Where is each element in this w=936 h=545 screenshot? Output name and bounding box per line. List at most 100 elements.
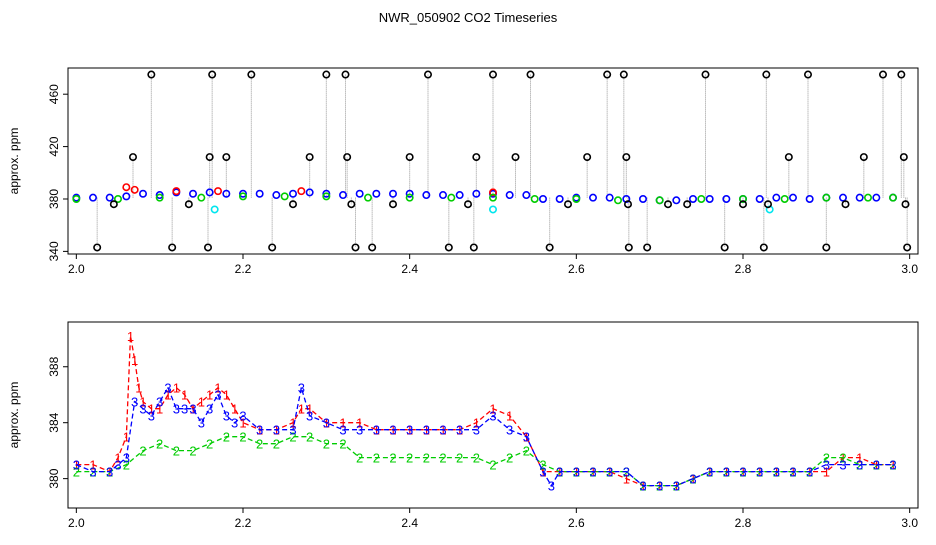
series-marker: 3 <box>489 409 496 424</box>
data-point <box>322 70 331 79</box>
series-marker: 3 <box>548 479 555 494</box>
data-point <box>888 193 897 202</box>
data-point <box>784 153 793 162</box>
top-marks <box>72 70 912 252</box>
series-marker: 3 <box>223 409 230 424</box>
x-tick-label: 2.6 <box>568 516 585 530</box>
data-point <box>447 193 456 202</box>
series-marker: 2 <box>539 458 546 473</box>
y-tick-label: 380 <box>47 189 61 209</box>
x-tick-label: 2.8 <box>735 516 752 530</box>
series-marker: 2 <box>456 451 463 466</box>
data-point <box>222 153 231 162</box>
series-marker: 2 <box>206 437 213 452</box>
series-marker: 3 <box>114 458 121 473</box>
series-marker: 3 <box>181 402 188 417</box>
data-point <box>444 243 453 252</box>
series-marker: 3 <box>539 465 546 480</box>
data-point <box>130 185 139 194</box>
x-tick-label: 2.4 <box>401 262 418 276</box>
series-marker: 3 <box>439 423 446 438</box>
series-marker: 3 <box>606 465 613 480</box>
series-marker: 3 <box>473 423 480 438</box>
data-point <box>780 194 789 203</box>
top-y-axis-label: approx. ppm <box>7 128 21 195</box>
series-marker: 3 <box>773 465 780 480</box>
data-point <box>205 188 214 197</box>
series-marker: 3 <box>556 465 563 480</box>
data-point <box>772 193 781 202</box>
data-point <box>603 70 612 79</box>
data-point <box>288 189 297 198</box>
data-point <box>255 189 264 198</box>
data-point <box>197 193 206 202</box>
series-marker: 1 <box>506 409 513 424</box>
data-point <box>683 200 692 209</box>
series-marker: 3 <box>306 409 313 424</box>
data-point <box>122 183 131 192</box>
data-point <box>72 194 81 203</box>
series-marker: 3 <box>273 423 280 438</box>
data-point <box>105 193 114 202</box>
series-marker: 2 <box>256 437 263 452</box>
data-point <box>841 200 850 209</box>
data-point <box>526 70 535 79</box>
data-point <box>455 191 464 200</box>
data-point <box>222 189 231 198</box>
data-point <box>368 243 377 252</box>
series-marker: 1 <box>339 416 346 431</box>
data-point <box>738 200 747 209</box>
series-line <box>76 436 893 487</box>
series-marker: 1 <box>135 381 142 396</box>
series-marker: 2 <box>156 437 163 452</box>
data-point <box>588 193 597 202</box>
series-marker: 1 <box>214 381 221 396</box>
series-marker: 3 <box>289 423 296 438</box>
data-point <box>139 189 148 198</box>
data-point <box>463 200 472 209</box>
series-marker: 1 <box>148 402 155 417</box>
series-marker: 3 <box>173 402 180 417</box>
data-point <box>388 189 397 198</box>
data-point <box>663 200 672 209</box>
series-marker: 3 <box>506 423 513 438</box>
series-marker: 2 <box>523 444 530 459</box>
data-point <box>488 188 497 197</box>
series-marker: 3 <box>456 423 463 438</box>
data-point <box>638 194 647 203</box>
data-point <box>720 243 729 252</box>
series-marker: 2 <box>873 458 880 473</box>
data-point <box>872 193 881 202</box>
data-point <box>129 153 138 162</box>
data-point <box>622 153 631 162</box>
data-point <box>405 189 414 198</box>
series-marker: 2 <box>289 430 296 445</box>
data-point <box>805 194 814 203</box>
data-point <box>563 200 572 209</box>
series-marker: 3 <box>639 479 646 494</box>
data-point <box>305 188 314 197</box>
data-point <box>901 200 910 209</box>
data-point <box>583 153 592 162</box>
data-point <box>405 193 414 202</box>
series-marker: 1 <box>298 402 305 417</box>
data-point <box>288 200 297 209</box>
series-marker: 1 <box>131 353 138 368</box>
series-marker: 2 <box>173 444 180 459</box>
series-marker: 2 <box>239 430 246 445</box>
data-point <box>538 194 547 203</box>
data-point <box>351 243 360 252</box>
series-marker: 1 <box>89 458 96 473</box>
series-marker: 2 <box>489 458 496 473</box>
series-marker: 2 <box>373 451 380 466</box>
data-point <box>355 189 364 198</box>
top-panel: approx. ppm 2.0 2.2 2.4 2.6 2.8 3.0 340 380 420 4… <box>7 67 919 276</box>
data-point <box>438 191 447 200</box>
series-marker: 1 <box>206 388 213 403</box>
series-marker: 1 <box>198 395 205 410</box>
data-point <box>803 70 812 79</box>
series-marker: 2 <box>139 444 146 459</box>
series-marker: 3 <box>623 465 630 480</box>
